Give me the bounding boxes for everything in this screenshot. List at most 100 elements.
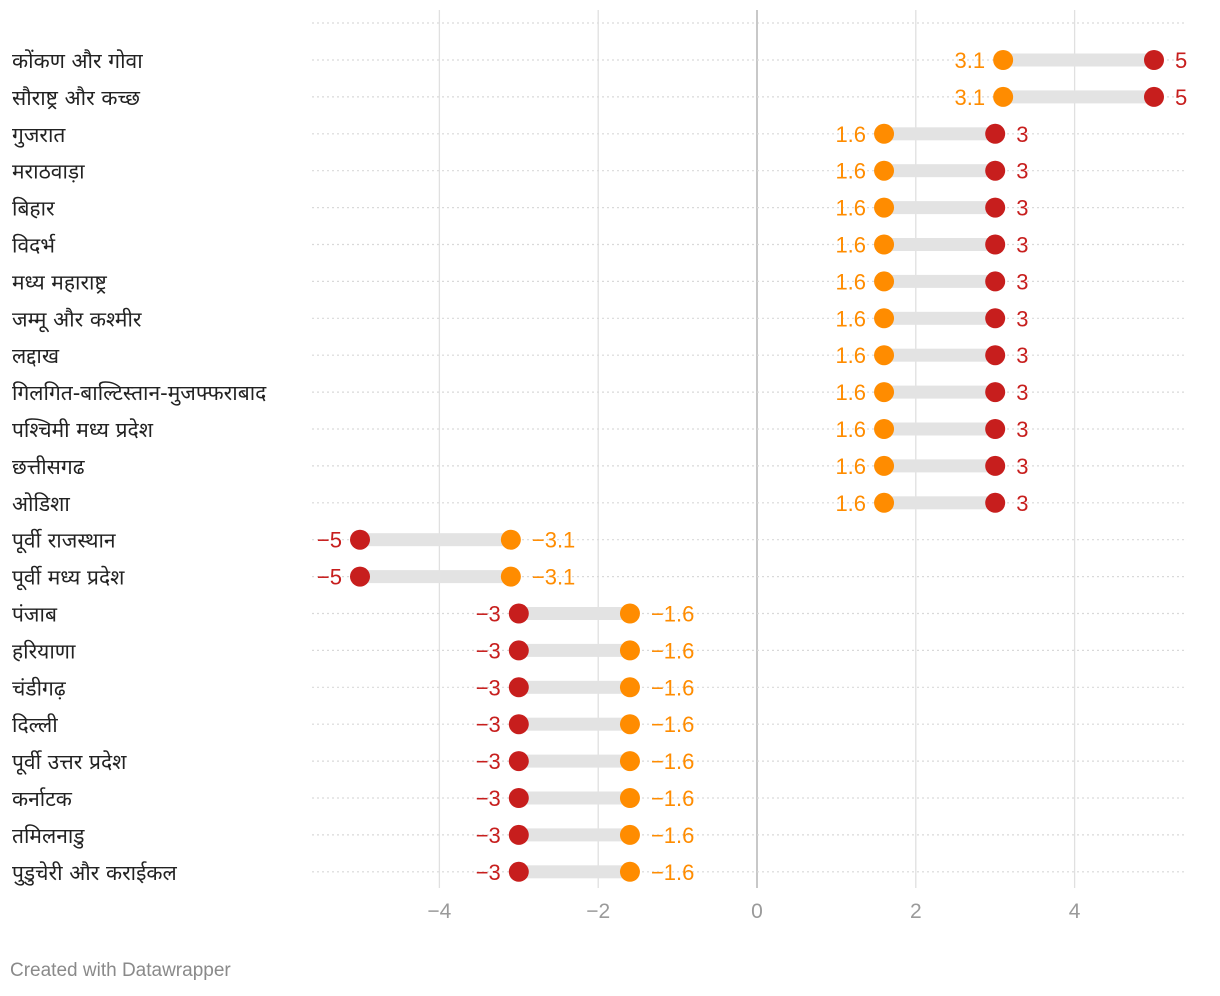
orange-value-label: −3.1 (532, 565, 575, 590)
red-value-label: −3 (476, 602, 501, 627)
red-dot (508, 824, 529, 845)
data-row: मध्य महाराष्ट्र 1.6 3 (12, 269, 1186, 294)
red-value-label: 5 (1175, 48, 1187, 73)
data-row: पूर्वी मध्य प्रदेश −3.1 −5 (12, 565, 1186, 591)
datawrapper-credit[interactable]: Created with Datawrapper (10, 960, 231, 981)
red-value-label: 3 (1016, 417, 1028, 442)
x-tick-label: −2 (586, 900, 610, 923)
orange-value-label: −1.6 (651, 712, 694, 737)
range-bar (884, 496, 996, 510)
data-row: पश्चिमी मध्य प्रदेश 1.6 3 (12, 417, 1186, 442)
red-dot (985, 160, 1006, 181)
data-row: गिलगित-बाल्टिस्तान-मुजफ्फराबाद 1.6 3 (12, 380, 1186, 406)
x-tick-label: 4 (1069, 900, 1081, 923)
orange-value-label: 1.6 (835, 343, 866, 368)
row-label: चंडीगढ़ (12, 676, 67, 700)
orange-dot (619, 788, 640, 808)
data-row: लद्दाख 1.6 3 (12, 343, 1186, 368)
row-label: जम्मू और कश्मीर (12, 307, 142, 332)
red-value-label: −3 (476, 638, 501, 663)
red-value-label: −3 (476, 823, 501, 848)
row-label: पूर्वी मध्य प्रदेश (12, 566, 125, 591)
orange-dot (619, 714, 640, 735)
row-label: पंजाब (12, 603, 58, 627)
row-label: सौराष्ट्र और कच्छ (12, 86, 140, 110)
red-dot (350, 566, 370, 587)
data-row: कोंकण और गोवा 3.1 5 (12, 48, 1187, 73)
orange-value-label: 1.6 (835, 417, 866, 442)
row-label: मराठवाड़ा (12, 160, 85, 184)
orange-dot (874, 123, 895, 144)
orange-dot (874, 492, 895, 513)
data-row: बिहार 1.6 3 (12, 196, 1186, 221)
data-row: पुडुचेरी और कराईकल −1.6 −3 (12, 860, 1186, 886)
orange-value-label: 1.6 (835, 454, 866, 479)
grid-layer (312, 10, 1186, 888)
data-row: पूर्वी राजस्थान −3.1 −5 (12, 528, 1186, 554)
row-label: विदर्भ (12, 234, 56, 258)
data-row: सौराष्ट्र और कच्छ 3.1 5 (12, 85, 1187, 110)
data-row: विदर्भ 1.6 3 (12, 233, 1186, 258)
red-dot (508, 603, 529, 624)
orange-dot (619, 640, 640, 661)
range-bar (518, 643, 630, 657)
row-label: ओडिशा (12, 492, 70, 516)
range-bar (884, 348, 996, 362)
x-tick-label: −4 (427, 900, 451, 923)
orange-dot (874, 160, 895, 181)
orange-value-label: −1.6 (651, 638, 694, 663)
orange-value-label: 1.6 (835, 269, 866, 294)
orange-value-label: −1.6 (651, 749, 694, 774)
orange-dot (874, 197, 895, 218)
data-row: हरियाणा −1.6 −3 (12, 638, 1186, 663)
row-label: लद्दाख (12, 344, 60, 368)
data-row: कर्नाटक −1.6 −3 (12, 786, 1186, 811)
row-label: छत्तीसगढ (12, 455, 86, 479)
data-row: तमिलनाडु −1.6 −3 (12, 823, 1186, 849)
red-value-label: 3 (1016, 269, 1028, 294)
red-dot (508, 714, 529, 735)
orange-value-label: 1.6 (835, 491, 866, 516)
orange-value-label: −3.1 (532, 528, 575, 553)
data-row: पंजाब −1.6 −3 (12, 602, 1186, 627)
red-value-label: −5 (317, 528, 342, 553)
orange-value-label: 1.6 (835, 196, 866, 221)
red-dot (985, 345, 1006, 366)
red-dot (508, 751, 529, 772)
red-value-label: 3 (1016, 196, 1028, 221)
data-row: गुजरात 1.6 3 (12, 122, 1186, 148)
orange-value-label: −1.6 (651, 860, 694, 885)
red-dot (985, 271, 1006, 292)
red-dot (350, 529, 370, 550)
range-chart: कोंकण और गोवा 3.1 5 सौराष्ट्र और कच्छ 3.1 5 गु… (12, 10, 1187, 923)
x-tick-label: 2 (910, 900, 922, 923)
range-bar (518, 865, 630, 879)
data-row: छत्तीसगढ 1.6 3 (12, 454, 1186, 479)
orange-value-label: −1.6 (651, 823, 694, 848)
orange-dot (500, 566, 521, 587)
red-value-label: 3 (1016, 159, 1028, 184)
row-label: तमिलनाडु (12, 824, 85, 849)
red-dot (508, 677, 529, 698)
red-dot (985, 123, 1006, 144)
data-row: दिल्ली −1.6 −3 (12, 712, 1186, 737)
row-label: कर्नाटक (12, 787, 73, 811)
data-row: ओडिशा 1.6 3 (12, 491, 1186, 516)
range-bar (518, 680, 630, 694)
range-bar (518, 607, 630, 620)
orange-dot (619, 861, 640, 882)
red-value-label: −3 (476, 786, 501, 811)
row-label: बिहार (12, 197, 55, 221)
red-value-label: 3 (1016, 122, 1028, 147)
red-dot (1144, 86, 1164, 107)
orange-dot (993, 50, 1014, 70)
range-bar (884, 201, 996, 215)
red-dot (985, 382, 1006, 403)
data-row: जम्मू और कश्मीर 1.6 3 (12, 306, 1186, 332)
orange-dot (619, 603, 640, 624)
row-label: मध्य महाराष्ट्र (12, 270, 107, 294)
red-dot (508, 640, 529, 661)
row-label: पुडुचेरी और कराईकल (12, 861, 178, 886)
row-label: हरियाणा (12, 639, 76, 663)
orange-dot (993, 86, 1014, 107)
